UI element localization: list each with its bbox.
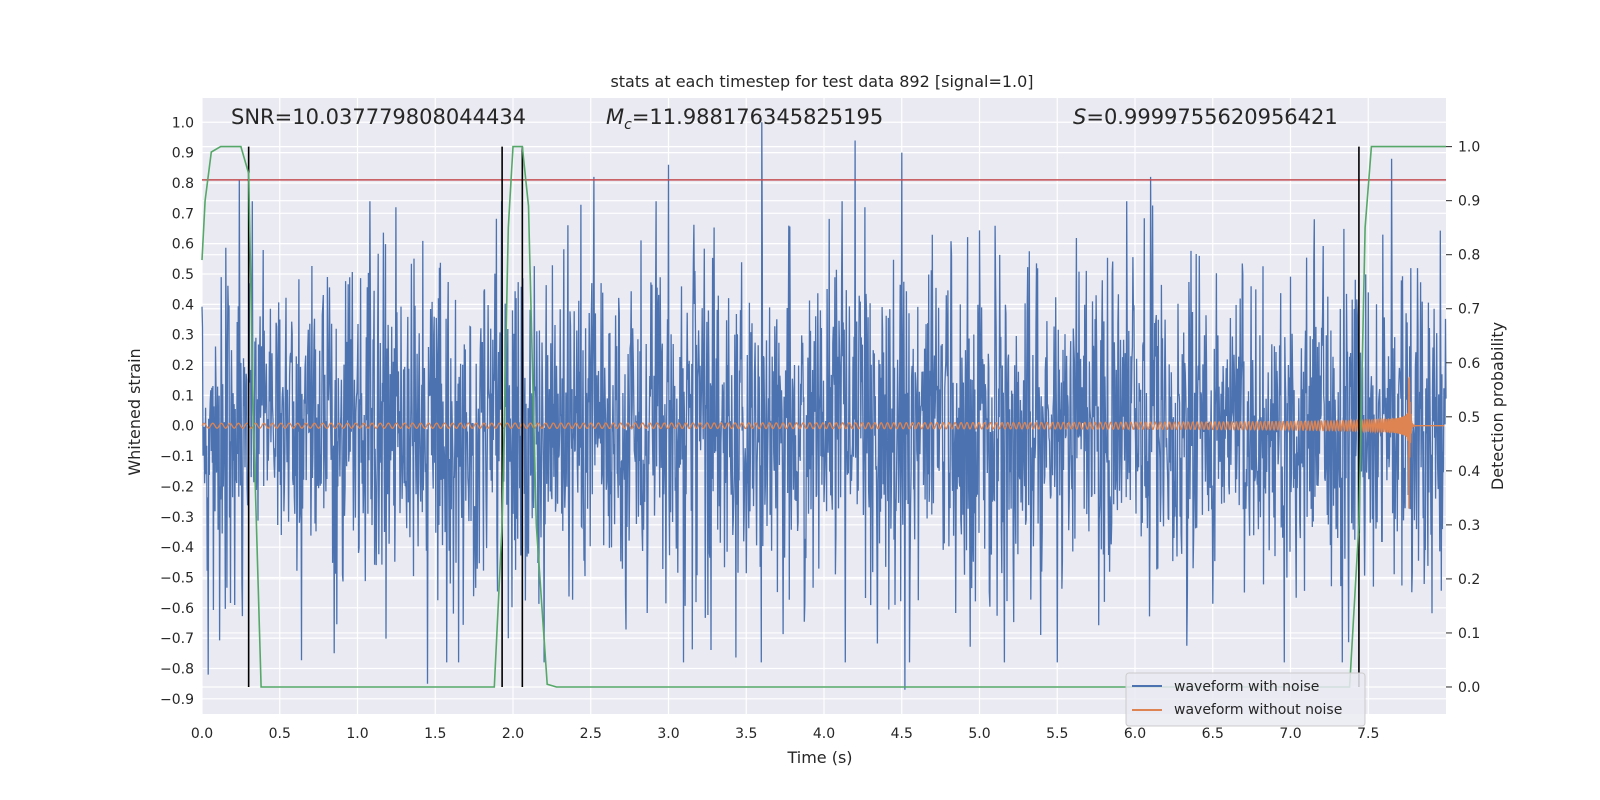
right-tick-label: 0.8 [1458,248,1480,264]
chart-title: stats at each timestep for test data 892… [610,72,1033,91]
left-tick-label: 0.0 [172,419,194,435]
left-tick-label: −0.3 [160,510,194,526]
x-tick-label: 2.5 [580,726,602,742]
mc-subscript: c [624,117,632,133]
right-tick-label: 0.3 [1458,518,1480,534]
right-tick-label: 0.2 [1458,572,1480,588]
noise-waveform-line [201,122,1447,690]
left-tick-label: 0.4 [172,297,194,313]
right-y-axis-label: Detection probability [1488,322,1507,490]
s-value: =0.9999755620956421 [1086,105,1337,129]
x-axis-ticks: 0.0 0.5 1.0 1.5 2.0 2.5 3.0 3.5 4.0 4.5 5.0 5.5 6.0 6… [191,726,1380,742]
x-tick-label: 3.5 [735,726,757,742]
left-tick-label: 0.9 [172,146,194,162]
mc-annotation: Mc=11.988176345825195 [606,105,883,133]
right-tick-label: 0.0 [1458,680,1480,696]
x-tick-label: 5.0 [968,726,990,742]
right-tick-label: 0.6 [1458,356,1480,372]
x-tick-label: 4.0 [813,726,835,742]
x-tick-label: 3.0 [657,726,679,742]
left-tick-label: 0.2 [172,358,194,374]
x-tick-label: 2.0 [502,726,524,742]
legend: waveform with noise waveform without noi… [1125,672,1366,727]
left-tick-label: 0.8 [172,176,194,192]
clean-waveform-line [201,376,1445,509]
right-tick-label: 0.9 [1458,194,1480,210]
left-tick-label: 0.5 [172,267,194,283]
x-tick-label: 5.5 [1046,726,1068,742]
x-tick-label: 1.5 [424,726,446,742]
left-tick-label: −0.1 [160,449,194,465]
s-symbol: S [1073,105,1086,129]
detection-probability-series [201,145,1446,688]
legend-label-clean: waveform without noise [1174,702,1342,718]
x-tick-label: 0.0 [191,726,213,742]
mc-symbol: M [606,105,624,129]
left-tick-label: −0.8 [160,661,194,677]
x-tick-label: 7.0 [1279,726,1301,742]
x-tick-label: 6.0 [1124,726,1146,742]
legend-label-noise: waveform with noise [1174,679,1319,695]
left-tick-label: −0.4 [160,540,194,556]
left-tick-label: −0.9 [160,692,194,708]
legend-box [1125,672,1366,727]
left-tick-label: 0.3 [172,328,194,344]
left-tick-label: 1.0 [172,115,194,131]
right-tick-label: 0.5 [1458,410,1480,426]
right-tick-label: 0.7 [1458,302,1480,318]
left-tick-label: 0.7 [172,206,194,222]
x-axis-label: Time (s) [786,748,852,767]
right-tick-label: 1.0 [1458,140,1480,156]
noise-waveform-series [201,122,1447,690]
x-tick-label: 1.0 [346,726,368,742]
x-tick-label: 6.5 [1202,726,1224,742]
left-tick-label: 0.1 [172,388,194,404]
left-tick-label: 0.6 [172,237,194,253]
left-tick-label: −0.5 [160,570,194,586]
x-tick-label: 4.5 [891,726,913,742]
left-tick-label: −0.6 [160,601,194,617]
left-y-axis-label: Whitened strain [125,348,144,475]
clean-waveform-series [201,376,1445,509]
mc-value: =11.988176345825195 [632,105,883,129]
snr-annotation: SNR=10.037779808044434 [231,105,526,129]
left-tick-label: −0.2 [160,479,194,495]
left-tick-label: −0.7 [160,631,194,647]
right-tick-label: 0.1 [1458,626,1480,642]
s-annotation: S=0.9999755620956421 [1073,105,1338,129]
left-axis-ticks: 1.0 0.9 0.8 0.7 0.6 0.5 0.4 0.3 0.2 0.1 0.0 −0.1 −0.… [160,115,194,708]
x-tick-label: 7.5 [1357,726,1379,742]
vertical-markers [247,146,1360,687]
detection-probability-line [201,145,1446,688]
x-tick-label: 0.5 [269,726,291,742]
right-tick-label: 0.4 [1458,464,1480,480]
right-axis-ticks: 1.0 0.9 0.8 0.7 0.6 0.5 0.4 0.3 0.2 0.1 0.0 [1446,140,1480,696]
